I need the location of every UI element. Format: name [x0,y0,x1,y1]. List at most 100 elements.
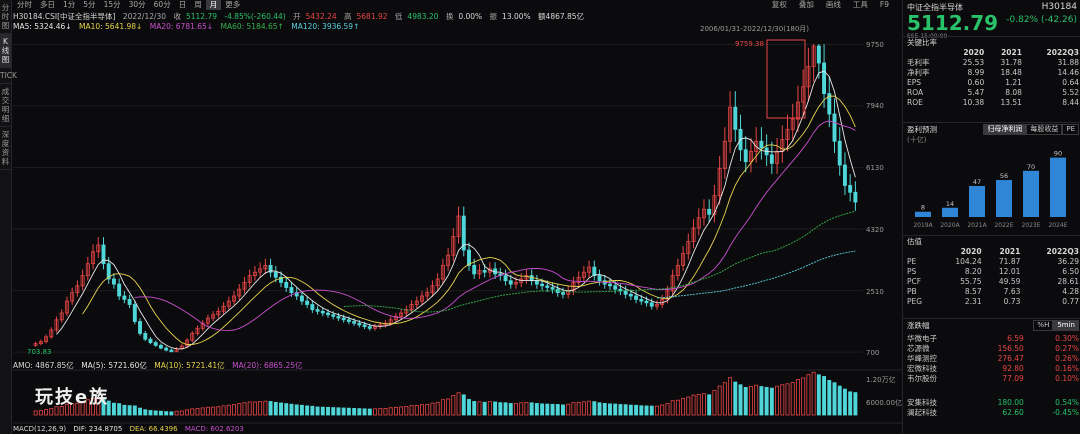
volume-bar [566,403,571,416]
period-tab[interactable]: 60分 [153,0,171,9]
kline-chart[interactable]: 9759.38 703.83 9750 7940 6130 4320 2510 … [13,0,902,434]
candle-body [707,208,712,215]
candle-body [644,300,649,304]
ratios-title: 关键比率 [907,38,937,47]
period-tab[interactable]: 日 [178,0,187,9]
volume-bar [597,402,602,416]
forecast-tab-pe[interactable]: PE [1062,124,1079,135]
volume-bar [310,405,315,416]
volume-bar [775,385,780,416]
volume-bar [122,404,127,416]
candle-body [754,140,759,152]
volume-bar [252,401,257,416]
draw-button[interactable]: 画线 [825,0,841,9]
period-tab[interactable]: 分时 [17,0,32,9]
volume-bar [801,377,806,416]
period-tab[interactable]: 30分 [128,0,146,9]
y-tick-label: 2510 [866,288,884,296]
volume-bar [393,406,398,416]
candle-body [717,168,722,197]
table-row: ROA 5.47 8.08 5.52 [907,88,1079,97]
overlay-button[interactable]: 叠加 [798,0,814,9]
volume-bar [44,409,49,416]
forecast-bar-label: 70 [1027,163,1035,171]
chart-grid [13,43,863,353]
volume-bar [205,406,210,416]
volume-bar [294,404,299,416]
movers-tab-pct[interactable]: %H [1033,320,1054,331]
table-row: PE 104.24 71.87 36.29 [907,257,1079,266]
period-tab[interactable]: 15分 [103,0,121,9]
volume-bar [143,409,148,416]
candle-body [451,236,456,256]
high-value: 5681.92 [356,12,388,21]
volume-bar [388,407,393,416]
candle-body [503,275,508,282]
period-tab-more[interactable]: 更多 [225,0,241,9]
candle-body [127,299,132,305]
candle-body [367,326,372,329]
close-label: 收 [173,12,181,21]
max-label: 9759.38 [735,40,764,48]
candle-body [247,275,252,283]
macd-value: MACD: 602.6203 [184,425,244,433]
table-row[interactable]: 华峰测控 276.47 0.26% [907,354,1079,363]
period-tab[interactable]: 多日 [40,0,55,9]
forecast-tab-eps[interactable]: 每股收益 [1026,124,1063,135]
forecast-tab-profit[interactable]: 归母净利润 [983,124,1027,135]
table-row[interactable]: 宏微科技 92.80 0.16% [907,364,1079,373]
candle-body [743,149,748,163]
table-row[interactable]: 华微电子 6.59 0.30% [907,334,1079,343]
vol-ma20: MA(20): 6865.25亿 [232,361,303,370]
period-tab[interactable]: 周 [194,0,202,9]
movers: 涨跌幅 %H 5min 华微电子 6.59 0.30% 芯源微 156.50 0.27% … [907,320,1079,418]
volume-bar [273,401,278,416]
volume-bar [305,405,310,416]
candle-body [106,263,111,280]
volume-bar [49,408,54,416]
volume-bar [754,384,759,416]
volume-bars [33,371,858,416]
candle-body [634,295,639,300]
open-value: 5432.24 [305,12,337,21]
volume-bar [655,405,659,416]
table-row: PS 8.20 12.01 6.50 [907,267,1079,276]
candle-body [665,290,670,300]
valuation-title: 估值 [907,237,922,246]
candle-body [326,312,330,316]
table-row[interactable]: 芯源微 156.50 0.27% [907,344,1079,353]
forecast-bar [1050,157,1066,217]
ma10-line [82,95,856,345]
volume-bar [263,400,268,416]
highlight-box [766,39,806,119]
period-tab[interactable]: 5分 [83,0,96,9]
table-row[interactable]: 安集科技 180.00 0.54% [907,398,1079,407]
ma120-line [656,250,856,299]
volume-bar [764,386,769,416]
vol-y-label: 1.20万亿 [866,375,896,384]
tab-trade-detail[interactable]: 成交明细 [0,84,11,127]
forecast-bar [996,180,1012,217]
tab-intraday[interactable]: 分时图 [0,0,11,34]
table-row[interactable]: 韦尔股份 77.09 0.10% [907,374,1079,383]
candle-body [545,285,550,288]
volume-bar [722,382,727,416]
table-row[interactable]: 澜起科技 62.60 -0.45% [907,408,1079,417]
candle-body [315,309,320,312]
volume-bar [827,380,832,416]
period-tab[interactable]: 1分 [63,0,76,9]
candle-body [64,300,69,314]
period-tab-month[interactable]: 月 [205,0,222,10]
adjust-button[interactable]: 复权 [771,0,787,9]
tools-button[interactable]: 工具 [852,0,868,9]
candle-body [456,215,461,237]
candle-body [205,317,210,324]
f9-button[interactable]: F9 [879,0,889,9]
volume-bar [185,409,190,416]
tab-depth[interactable]: 深度资料 [0,127,11,170]
valuation: 估值 2020 2021 2022Q3 PE 104.24 71.87 36.29 PS 8… [907,236,1079,307]
tab-kline[interactable]: K线图 [0,34,11,68]
tab-tick[interactable]: TICK [0,68,17,84]
candle-body [576,276,581,283]
movers-tab-5min[interactable]: 5min [1053,320,1079,331]
